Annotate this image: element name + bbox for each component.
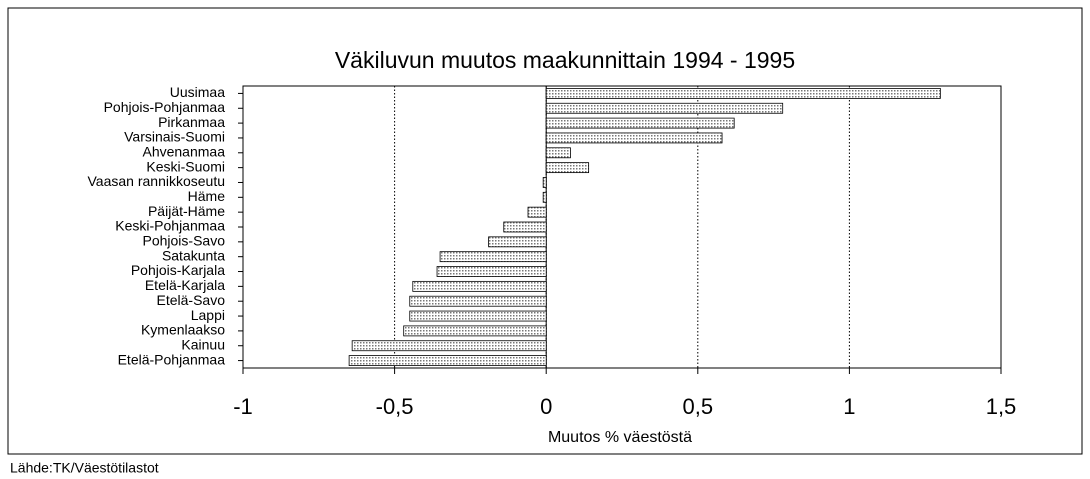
bar <box>412 280 547 292</box>
y-tick-label: Päijät-Häme <box>148 203 225 219</box>
y-tick-label: Etelä-Savo <box>157 292 226 308</box>
y-tick-label: Keski-Suomi <box>146 158 225 174</box>
y-tick-label: Pirkanmaa <box>158 114 225 130</box>
bar <box>488 236 547 248</box>
y-tick-label: Keski-Pohjanmaa <box>115 218 225 234</box>
y-tick-label: Pohjois-Savo <box>143 233 226 249</box>
x-tick-label: 0,5 <box>683 394 714 419</box>
y-tick-label: Pohjois-Karjala <box>131 262 225 278</box>
bar <box>527 206 547 218</box>
x-tick-label: 1 <box>843 394 855 419</box>
x-axis-label: Muutos % väestöstä <box>548 429 692 446</box>
bar <box>503 221 547 233</box>
y-tick-label: Uusimaa <box>170 84 225 100</box>
bar <box>351 340 547 352</box>
y-tick-label: Pohjois-Pohjanmaa <box>104 99 226 115</box>
y-tick-label: Etelä-Karjala <box>145 277 225 293</box>
bar <box>545 117 735 129</box>
bar <box>545 88 941 99</box>
chart-title: Väkiluvun muutos maakunnittain 1994 - 19… <box>335 47 795 73</box>
y-tick-label: Häme <box>188 188 226 204</box>
bar <box>542 177 547 188</box>
source-note: Lähde:TK/Väestötilastot <box>10 460 159 476</box>
x-tick-label: -0,5 <box>376 394 414 419</box>
bar <box>409 310 547 322</box>
y-tick-label: Vaasan rannikkoseutu <box>88 173 226 189</box>
y-tick-label: Kainuu <box>181 336 225 352</box>
bar <box>436 266 547 277</box>
x-tick-label: 1,5 <box>986 394 1017 419</box>
bar <box>545 132 723 144</box>
y-tick-label: Etelä-Pohjanmaa <box>118 351 226 367</box>
bar <box>545 162 590 174</box>
bar <box>409 295 547 307</box>
y-tick-label: Varsinais-Suomi <box>124 129 225 145</box>
y-tick-label: Lappi <box>191 307 225 323</box>
x-tick-label: 0 <box>540 394 552 419</box>
bar <box>348 355 547 366</box>
bar <box>545 147 571 159</box>
bar <box>403 325 547 337</box>
bar <box>545 102 784 114</box>
x-tick-label: -1 <box>233 394 253 419</box>
y-tick-label: Ahvenanmaa <box>142 143 225 159</box>
bar <box>439 251 547 263</box>
y-tick-label: Kymenlaakso <box>141 322 225 338</box>
y-tick-label: Satakunta <box>162 247 225 263</box>
bar <box>542 191 547 203</box>
frame <box>7 7 1083 455</box>
